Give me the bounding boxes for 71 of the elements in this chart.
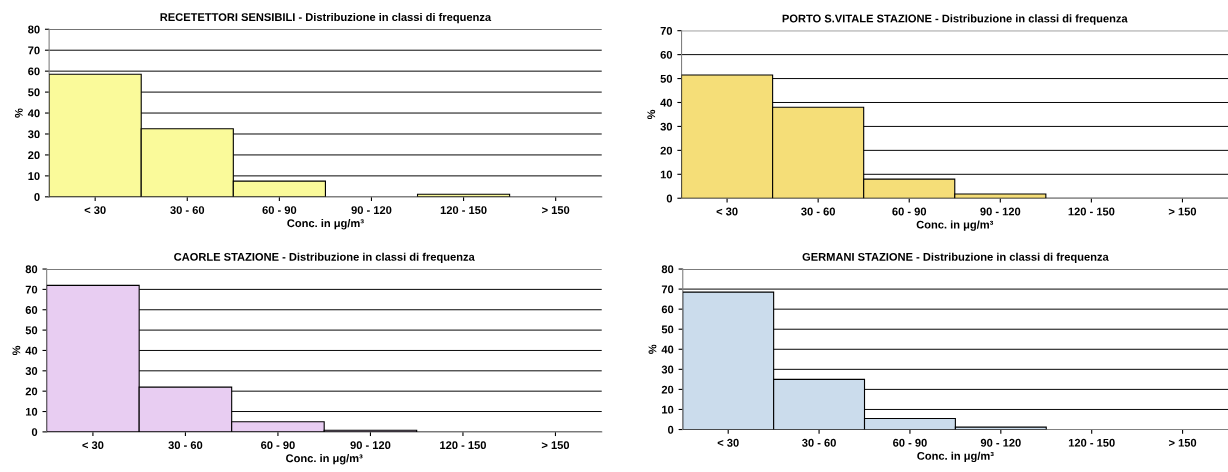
- y-tick-label: 30: [25, 367, 38, 375]
- y-tick-label: 20: [661, 385, 674, 394]
- y-tick-label: 20: [660, 146, 673, 155]
- y-tick-label: 0: [34, 193, 40, 201]
- x-tick-label: 60 - 90: [261, 441, 295, 450]
- x-axis-title: Conc. in μg/m³: [916, 220, 994, 231]
- x-tick-label: > 150: [1168, 207, 1197, 216]
- chart-title: CAORLE STAZIONE - Distribuzione in classi di frequenza: [174, 252, 475, 264]
- y-axis-title: %: [647, 109, 656, 120]
- x-tick-label: 30 - 60: [168, 441, 203, 450]
- y-tick-label: 40: [661, 345, 674, 354]
- y-tick-label: 50: [660, 74, 673, 83]
- x-tick-label: > 150: [1168, 438, 1197, 447]
- y-tick-label: 10: [25, 407, 38, 416]
- x-tick-label: < 30: [82, 441, 104, 450]
- y-tick-label: 10: [662, 405, 674, 414]
- y-tick-label: 40: [25, 346, 38, 355]
- x-tick-label: < 30: [717, 438, 739, 447]
- y-axis-title: %: [14, 108, 23, 118]
- x-tick-label: 120 - 150: [1068, 438, 1115, 447]
- x-tick-label: 60 - 90: [892, 207, 927, 216]
- y-tick-label: 70: [661, 285, 674, 294]
- y-axis-title: %: [12, 345, 21, 356]
- y-tick-label: 0: [668, 425, 674, 434]
- y-tick-label: 10: [660, 170, 673, 179]
- y-tick-label: 70: [660, 26, 673, 35]
- x-tick-label: 30 - 60: [801, 207, 835, 216]
- x-tick-label: > 150: [541, 441, 570, 450]
- y-tick-label: 40: [660, 98, 673, 107]
- x-tick-label: 30 - 60: [170, 206, 205, 215]
- x-axis-title: Conc. in μg/m³: [286, 454, 363, 465]
- y-tick-label: 60: [660, 50, 673, 59]
- x-tick-label: 60 - 90: [893, 438, 927, 447]
- x-tick-label: 90 - 120: [351, 206, 392, 215]
- y-tick-label: 0: [31, 428, 38, 437]
- y-tick-label: 10: [28, 172, 40, 181]
- x-tick-label: 120 - 150: [1068, 207, 1115, 216]
- y-axis-title: %: [648, 344, 657, 354]
- y-tick-label: 60: [25, 306, 38, 314]
- y-tick-label: 80: [25, 265, 38, 274]
- y-tick-label: 60: [661, 305, 674, 314]
- x-tick-label: 30 - 60: [802, 438, 836, 447]
- y-tick-label: 80: [28, 25, 40, 34]
- chart-title: GERMANI STAZIONE - Distribuzione in classi di frequenza: [802, 252, 1109, 264]
- x-axis-title: Conc. in μg/m³: [917, 451, 994, 463]
- chart-title: RECETETTORI SENSIBILI - Distribuzione in classi di frequenza: [160, 12, 492, 24]
- y-tick-label: 40: [27, 109, 40, 118]
- chart-title: PORTO S.VITALE STAZIONE - Distribuzione in classi di frequenza: [782, 14, 1128, 25]
- y-tick-label: 30: [27, 130, 40, 139]
- y-tick-label: 70: [28, 46, 40, 55]
- x-tick-label: 90 - 120: [980, 438, 1021, 447]
- x-tick-label: 90 - 120: [350, 441, 391, 450]
- x-tick-label: < 30: [84, 206, 106, 215]
- x-tick-label: 120 - 150: [440, 441, 486, 450]
- y-tick-label: 50: [28, 88, 40, 97]
- y-tick-label: 60: [28, 67, 40, 76]
- y-tick-label: 20: [28, 151, 40, 160]
- y-tick-label: 80: [661, 265, 674, 274]
- y-tick-label: 0: [666, 194, 673, 203]
- x-tick-label: 60 - 90: [262, 206, 297, 215]
- x-tick-label: < 30: [716, 207, 738, 216]
- y-tick-label: 30: [661, 365, 674, 374]
- y-tick-label: 50: [25, 326, 38, 335]
- x-tick-label: > 150: [542, 206, 570, 215]
- y-tick-label: 20: [25, 387, 38, 396]
- x-axis-title: Conc. in μg/m³: [287, 218, 364, 230]
- y-tick-label: 70: [25, 285, 38, 294]
- y-tick-label: 30: [660, 122, 673, 131]
- x-tick-label: 90 - 120: [980, 207, 1021, 216]
- x-tick-label: 120 - 150: [440, 206, 487, 215]
- y-tick-label: 50: [661, 325, 674, 334]
